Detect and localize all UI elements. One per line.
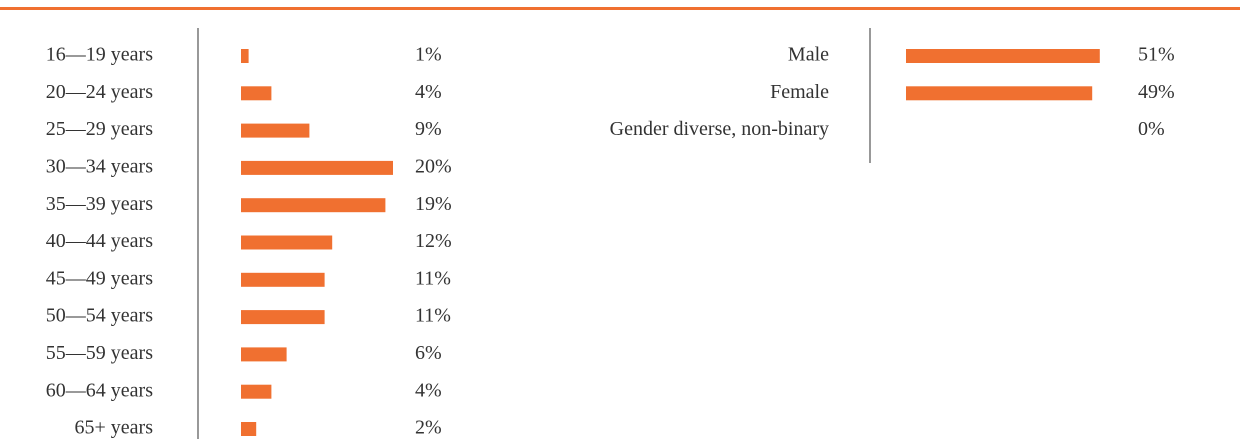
category-label: 30—34 years	[46, 155, 153, 177]
value-label: 12%	[415, 230, 452, 252]
category-label: 40—44 years	[46, 230, 153, 252]
category-label: 65+ years	[75, 417, 154, 439]
value-label: 49%	[1138, 81, 1175, 103]
category-label: Female	[770, 81, 829, 103]
bar	[906, 86, 1093, 101]
bar	[241, 347, 287, 362]
bar	[241, 123, 310, 138]
value-label: 11%	[415, 267, 451, 289]
value-label: 9%	[415, 118, 442, 140]
value-label: 6%	[415, 342, 442, 364]
bar	[241, 272, 325, 287]
top-rule	[0, 7, 1240, 10]
bar	[906, 49, 1100, 63]
bar	[241, 49, 249, 63]
value-label: 4%	[415, 379, 442, 401]
category-label: Gender diverse, non-binary	[610, 118, 829, 140]
bar	[241, 235, 333, 250]
category-label: 25—29 years	[46, 118, 153, 140]
category-label: 16—19 years	[46, 44, 153, 66]
category-label: 35—39 years	[46, 193, 153, 215]
category-label: 45—49 years	[46, 267, 153, 289]
bar	[241, 86, 272, 101]
bar	[241, 384, 272, 399]
value-label: 19%	[415, 193, 452, 215]
value-label: 0%	[1138, 118, 1165, 140]
category-label: Male	[788, 44, 829, 66]
value-label: 11%	[415, 305, 451, 327]
value-label: 20%	[415, 155, 452, 177]
category-label: 20—24 years	[46, 81, 153, 103]
bar	[241, 198, 386, 213]
value-label: 2%	[415, 417, 442, 439]
value-label: 4%	[415, 81, 442, 103]
bar	[241, 310, 325, 325]
value-label: 51%	[1138, 44, 1175, 66]
category-label: 60—64 years	[46, 379, 153, 401]
category-label: 55—59 years	[46, 342, 153, 364]
bar	[241, 160, 393, 175]
bar	[241, 422, 257, 436]
value-label: 1%	[415, 44, 442, 66]
category-label: 50—54 years	[46, 305, 153, 327]
